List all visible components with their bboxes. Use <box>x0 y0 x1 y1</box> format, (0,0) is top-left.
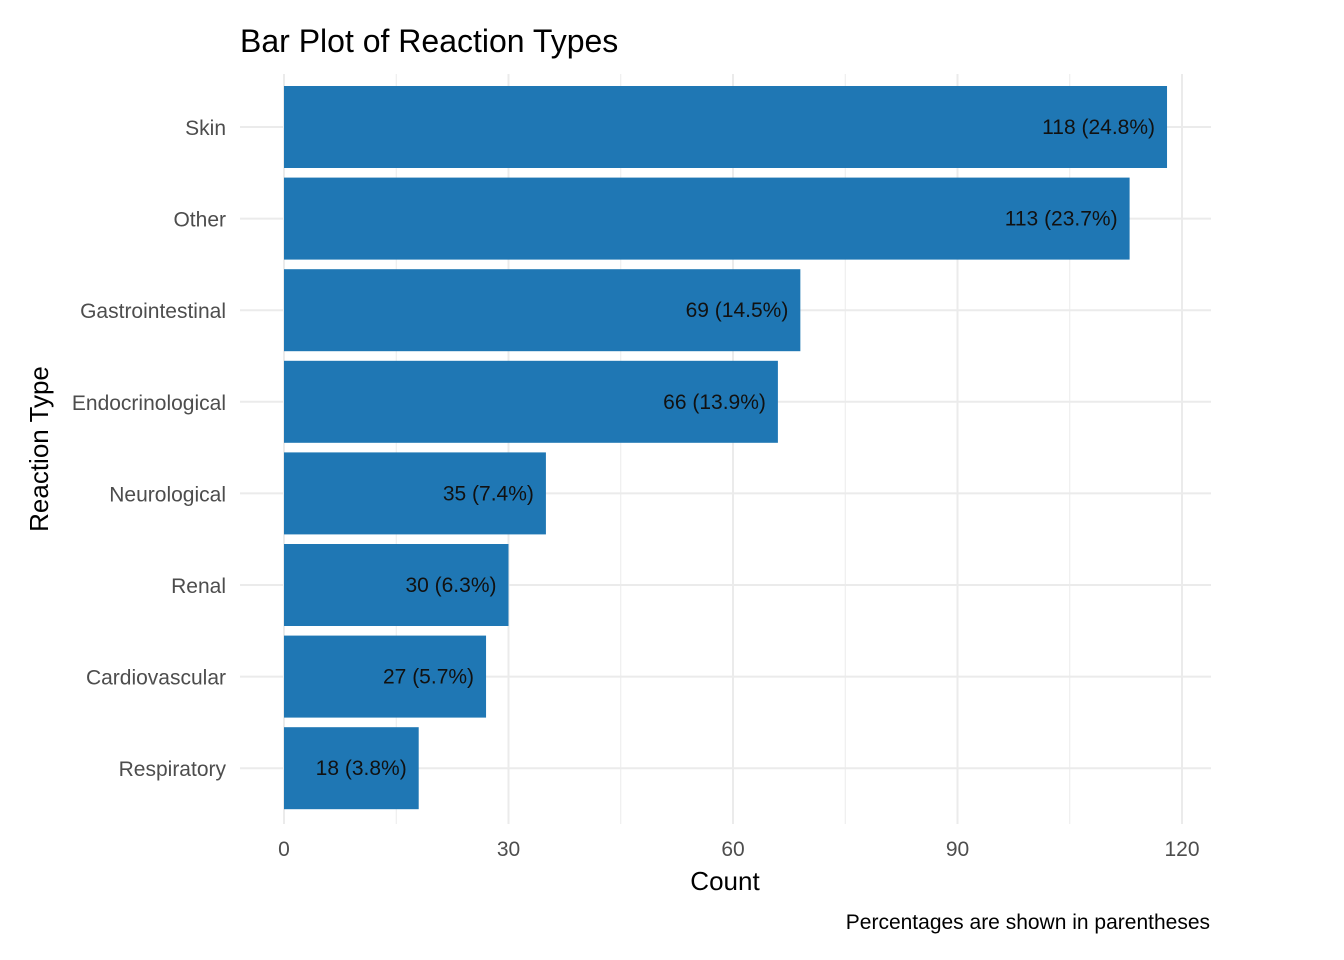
chart-caption: Percentages are shown in parentheses <box>846 911 1210 934</box>
x-tick-label: 120 <box>1164 838 1199 861</box>
y-tick-label-skin: Skin <box>185 117 226 140</box>
bar-cardiovascular <box>284 635 487 718</box>
y-tick-label-neurological: Neurological <box>109 483 226 506</box>
x-tick-label: 30 <box>497 838 520 861</box>
data-label-respiratory: 18 (3.8%) <box>316 757 407 780</box>
y-axis-tick-labels: Skin Other Gastrointestinal Endocrinologica… <box>72 117 227 781</box>
y-axis-title: Reaction Type <box>24 366 54 532</box>
bar-endocrinological <box>284 360 778 443</box>
data-label-neurological: 35 (7.4%) <box>443 482 534 505</box>
x-axis-tick-labels: 0 30 60 90 120 <box>278 838 1199 861</box>
bar-neurological <box>284 452 546 535</box>
y-tick-label-cardiovascular: Cardiovascular <box>86 667 226 690</box>
data-label-other: 113 (23.7%) <box>1005 208 1118 231</box>
chart-title: Bar Plot of Reaction Types <box>240 23 618 59</box>
x-tick-label: 0 <box>278 838 290 861</box>
y-tick-label-renal: Renal <box>171 575 226 598</box>
data-label-cardiovascular: 27 (5.7%) <box>383 666 474 689</box>
x-tick-label: 90 <box>946 838 969 861</box>
bar-renal <box>284 544 509 626</box>
data-label-renal: 30 (6.3%) <box>405 574 496 597</box>
bar-skin <box>284 86 1168 168</box>
bar-respiratory <box>284 727 419 810</box>
data-label-endocrinological: 66 (13.9%) <box>663 391 766 414</box>
x-axis-title: Count <box>690 866 760 896</box>
y-tick-label-gastrointestinal: Gastrointestinal <box>80 300 226 323</box>
y-tick-label-other: Other <box>173 209 226 232</box>
bar-other <box>284 177 1130 260</box>
x-tick-label: 60 <box>721 838 744 861</box>
data-label-skin: 118 (24.8%) <box>1042 116 1155 139</box>
y-tick-label-endocrinological: Endocrinological <box>72 392 226 415</box>
data-labels: 118 (24.8%) 113 (23.7%) 69 (14.5%) 66 (13.9… <box>316 116 1155 780</box>
y-tick-label-respiratory: Respiratory <box>119 758 227 781</box>
bars <box>284 86 1168 810</box>
data-label-gastrointestinal: 69 (14.5%) <box>686 299 789 322</box>
bar-gastrointestinal <box>284 269 801 352</box>
